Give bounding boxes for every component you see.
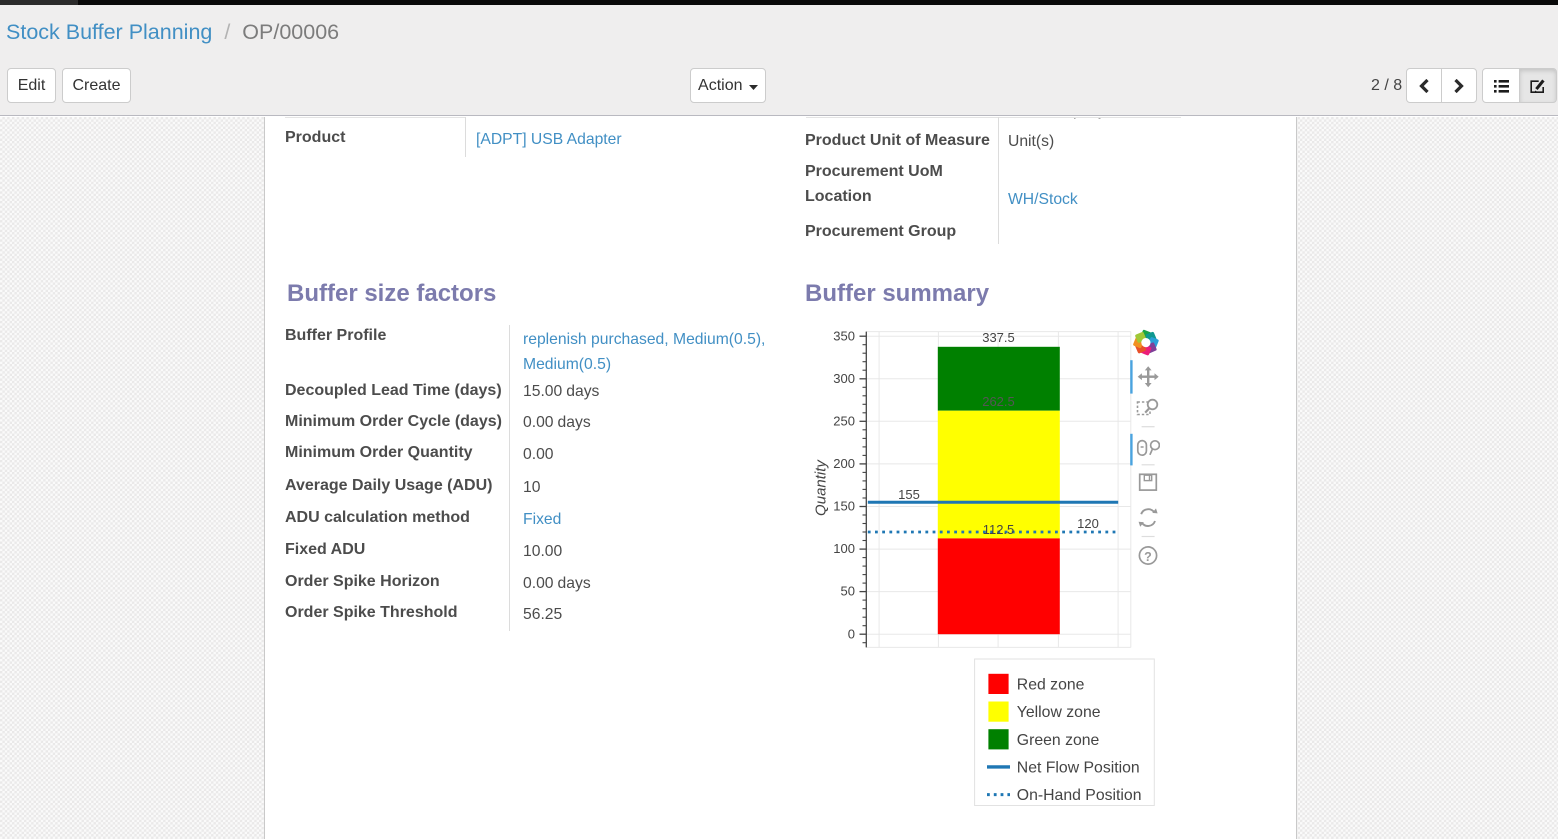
svg-text:50: 50 xyxy=(841,584,855,599)
svg-text:100: 100 xyxy=(833,541,855,556)
svg-text:150: 150 xyxy=(833,499,855,514)
svg-text:Red zone: Red zone xyxy=(1017,677,1085,694)
svg-text:?: ? xyxy=(1144,550,1152,564)
svg-text:350: 350 xyxy=(833,328,855,343)
svg-text:Net Flow Position: Net Flow Position xyxy=(1017,759,1140,776)
svg-text:300: 300 xyxy=(833,371,855,386)
svg-text:200: 200 xyxy=(833,456,855,471)
svg-text:Green zone: Green zone xyxy=(1017,732,1100,749)
svg-text:337.5: 337.5 xyxy=(982,330,1015,345)
svg-text:120: 120 xyxy=(1077,516,1099,531)
svg-text:Quantity: Quantity xyxy=(812,459,829,516)
svg-text:262.5: 262.5 xyxy=(982,394,1015,409)
svg-text:250: 250 xyxy=(833,413,855,428)
svg-text:112.5: 112.5 xyxy=(983,522,1015,537)
svg-text:155: 155 xyxy=(898,487,920,502)
svg-text:On-Hand Position: On-Hand Position xyxy=(1017,787,1142,804)
svg-text:0: 0 xyxy=(848,626,855,641)
svg-text:Yellow zone: Yellow zone xyxy=(1017,704,1101,721)
